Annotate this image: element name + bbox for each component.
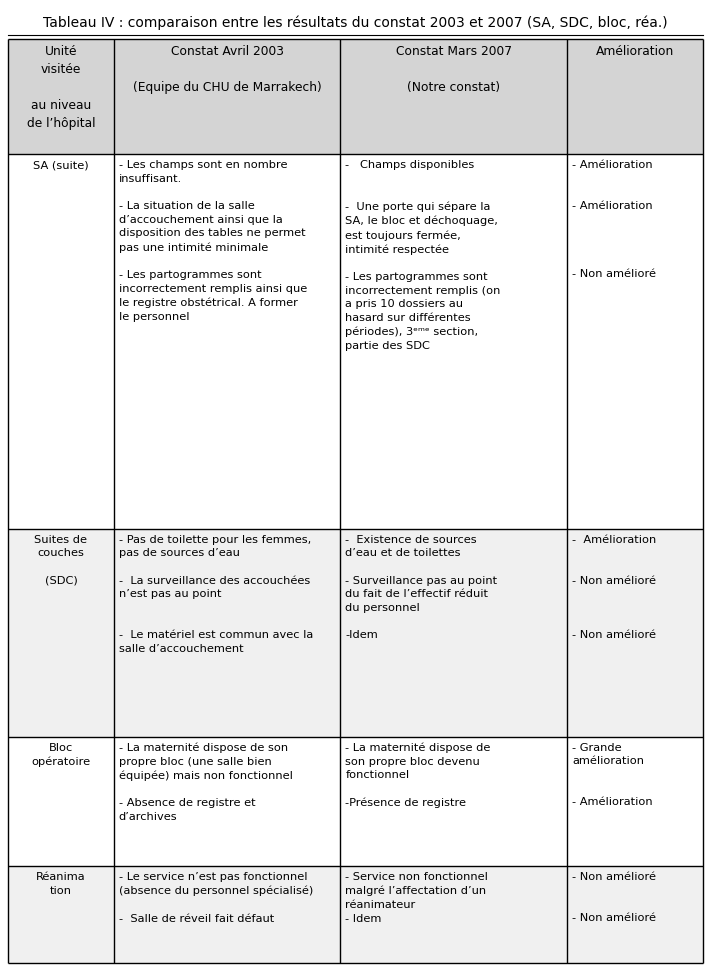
- Bar: [8, 154, 114, 529]
- Bar: [8, 529, 114, 737]
- Text: Constat Mars 2007

(Notre constat): Constat Mars 2007 (Notre constat): [396, 45, 512, 94]
- Text: - Non amélioré


- Non amélioré: - Non amélioré - Non amélioré: [572, 872, 656, 922]
- Text: -  Existence de sources
d’eau et de toilettes

- Surveillance pas au point
du fa: - Existence de sources d’eau et de toile…: [346, 535, 498, 640]
- Text: - Pas de toilette pour les femmes,
pas de sources d’eau

-  La surveillance des : - Pas de toilette pour les femmes, pas d…: [119, 535, 313, 653]
- Text: SA (suite): SA (suite): [33, 160, 89, 171]
- Bar: [114, 737, 341, 866]
- Text: - Le service n’est pas fonctionnel
(absence du personnel spécialisé)

-  Salle d: - Le service n’est pas fonctionnel (abse…: [119, 872, 313, 923]
- Text: Suites de
couches

(SDC): Suites de couches (SDC): [34, 535, 87, 586]
- Bar: [567, 737, 703, 866]
- Text: Constat Avril 2003

(Equipe du CHU de Marrakech): Constat Avril 2003 (Equipe du CHU de Mar…: [133, 45, 321, 94]
- Bar: [567, 39, 703, 154]
- Bar: [8, 866, 114, 963]
- Text: - Amélioration


- Amélioration




- Non amélioré: - Amélioration - Amélioration - Non amél…: [572, 160, 656, 280]
- Bar: [114, 39, 341, 154]
- Bar: [341, 529, 567, 737]
- Text: - La maternité dispose de
son propre bloc devenu
fonctionnel

-Présence de regis: - La maternité dispose de son propre blo…: [346, 743, 491, 808]
- Text: - Service non fonctionnel
malgré l’affectation d’un
réanimateur
- Idem: - Service non fonctionnel malgré l’affec…: [346, 872, 488, 923]
- Text: - Les champs sont en nombre
insuffisant.

- La situation de la salle
d’accouchem: - Les champs sont en nombre insuffisant.…: [119, 160, 307, 321]
- Bar: [567, 866, 703, 963]
- Bar: [341, 39, 567, 154]
- Bar: [567, 154, 703, 529]
- Text: - La maternité dispose de son
propre bloc (une salle bien
équipée) mais non fonc: - La maternité dispose de son propre blo…: [119, 743, 292, 821]
- Text: Tableau IV : comparaison entre les résultats du constat 2003 et 2007 (SA, SDC, b: Tableau IV : comparaison entre les résul…: [43, 15, 668, 29]
- Bar: [341, 737, 567, 866]
- Text: Amélioration: Amélioration: [596, 45, 674, 58]
- Bar: [114, 866, 341, 963]
- Bar: [8, 39, 114, 154]
- Bar: [341, 866, 567, 963]
- Bar: [8, 737, 114, 866]
- Bar: [341, 154, 567, 529]
- Text: Unité
visitée

au niveau
de l’hôpital: Unité visitée au niveau de l’hôpital: [26, 45, 95, 130]
- Bar: [114, 529, 341, 737]
- Text: Bloc
opératoire: Bloc opératoire: [31, 743, 90, 767]
- Bar: [114, 154, 341, 529]
- Text: - Grande
amélioration


- Amélioration: - Grande amélioration - Amélioration: [572, 743, 653, 807]
- Text: Réanima
tion: Réanima tion: [36, 872, 86, 895]
- Text: -  Amélioration


- Non amélioré



- Non amélioré: - Amélioration - Non amélioré - Non amél…: [572, 535, 656, 640]
- Text: -   Champs disponibles


-  Une porte qui sépare la
SA, le bloc et déchoquage,
e: - Champs disponibles - Une porte qui sép…: [346, 160, 501, 351]
- Bar: [567, 529, 703, 737]
